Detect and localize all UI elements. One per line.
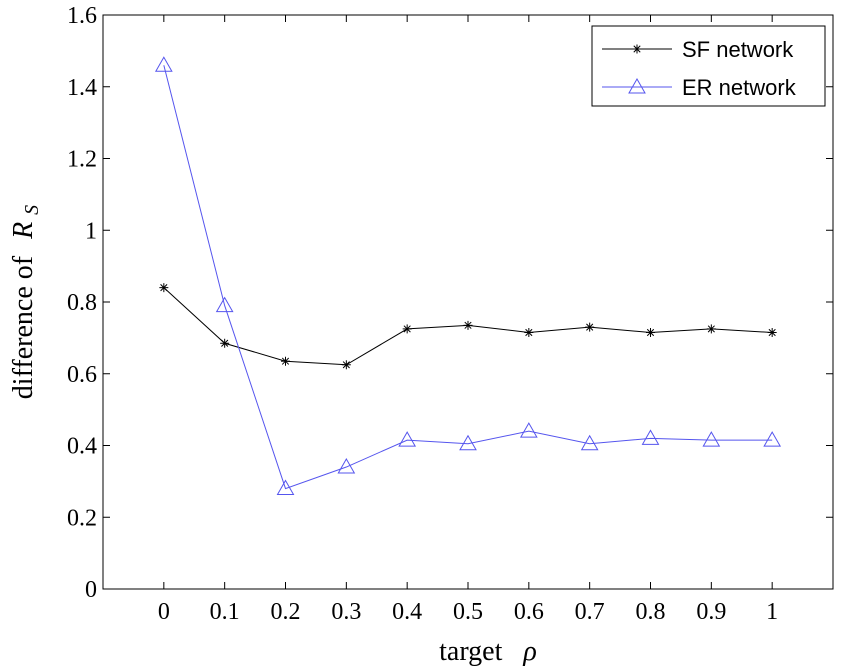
- star-marker: [632, 44, 642, 54]
- y-tick-label: 1.6: [67, 3, 97, 29]
- x-tick-label: 0: [158, 599, 170, 625]
- star-stroke: [525, 328, 533, 337]
- x-axis-label-text: target: [439, 636, 502, 667]
- star-stroke: [160, 284, 168, 292]
- x-tick-label: 0.7: [575, 599, 605, 625]
- triangle-marker: [276, 479, 295, 496]
- y-axis-label-symbol: R: [8, 222, 39, 240]
- x-tick-label: 0.9: [696, 599, 726, 625]
- legend-entry-sf-network: SF network: [602, 37, 794, 62]
- x-tick-label: 0.6: [514, 599, 544, 625]
- star-stroke: [281, 357, 290, 365]
- triangle-marker: [154, 56, 173, 72]
- y-axis-label: difference of R S: [8, 205, 43, 399]
- triangle-marker: [215, 296, 234, 313]
- star-stroke: [586, 323, 594, 331]
- legend-entry-er-network: ER network: [602, 75, 797, 100]
- y-tick-label: 0.8: [67, 290, 97, 316]
- star-marker: [281, 356, 290, 366]
- star-marker: [524, 327, 534, 337]
- triangle-marker: [702, 431, 721, 447]
- star-stroke: [342, 361, 350, 369]
- star-marker: [220, 338, 230, 348]
- x-tick-label: 0.5: [453, 599, 483, 625]
- triangle-marker: [763, 431, 782, 447]
- y-tick-label: 1.2: [67, 147, 97, 173]
- x-tick-label: 0.1: [210, 599, 240, 625]
- y-axis-label-subscript: S: [21, 205, 43, 215]
- triangle-marker: [519, 422, 538, 438]
- x-tick-label: 0.8: [636, 599, 666, 625]
- triangle-marker: [580, 434, 599, 451]
- y-tick-label: 0.6: [67, 362, 97, 388]
- triangle-marker: [641, 429, 660, 445]
- star-marker: [463, 320, 473, 330]
- y-tick-label: 1: [85, 218, 97, 244]
- axes: 0 0.1 0.2 0.3 0.4 0.5 0.6 0.7 0.8 0.9 1 0 0.2 0.4 0.6 0…: [67, 3, 834, 625]
- star-stroke: [464, 321, 472, 329]
- star-marker: [585, 322, 595, 332]
- triangle-marker: [459, 434, 477, 451]
- star-stroke: [768, 328, 776, 337]
- y-tick-label: 0.2: [67, 505, 97, 531]
- y-tick-label: 1.4: [67, 75, 97, 101]
- triangle-marker: [628, 77, 646, 94]
- star-stroke: [221, 339, 229, 347]
- series-layer: [154, 56, 782, 496]
- x-tick-label: 0.2: [271, 599, 301, 625]
- x-tick-label: 0.4: [392, 599, 422, 625]
- series-sf-network: [159, 283, 777, 370]
- star-marker: [402, 324, 412, 334]
- triangle-marker: [337, 458, 356, 474]
- series-er-network: [154, 56, 782, 496]
- star-stroke: [633, 45, 641, 53]
- legend-label: ER network: [682, 75, 797, 100]
- x-tick-label: 0.3: [331, 599, 361, 625]
- star-marker: [706, 324, 716, 334]
- x-axis-label: target ρ: [439, 636, 537, 667]
- star-stroke: [403, 325, 411, 333]
- star-stroke: [646, 328, 655, 337]
- star-marker: [646, 327, 655, 337]
- legend-label: SF network: [682, 37, 794, 62]
- legend: SF network ER network: [591, 25, 826, 107]
- x-tick-label: 1: [766, 599, 778, 625]
- triangle-marker: [398, 431, 417, 447]
- y-tick-label: 0.4: [67, 434, 97, 460]
- star-stroke: [707, 325, 715, 333]
- star-marker: [767, 327, 777, 337]
- star-marker: [159, 283, 169, 293]
- y-tick-label: 0: [85, 577, 97, 603]
- y-axis-label-text: difference of: [8, 255, 39, 399]
- series-line-er-network: [163, 65, 773, 490]
- star-marker: [341, 360, 351, 370]
- x-axis-label-symbol: ρ: [522, 636, 536, 667]
